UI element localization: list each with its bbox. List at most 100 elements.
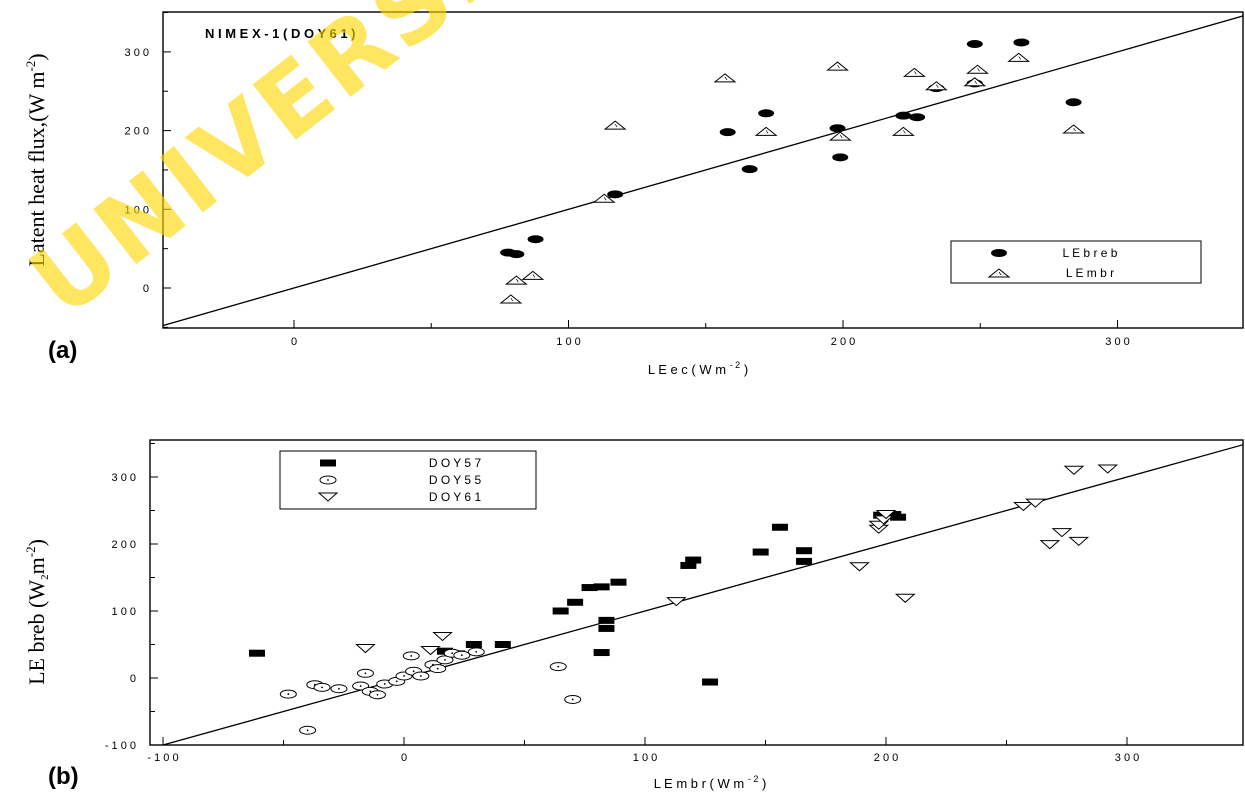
- panel-a-y-axis-label-group: Latent heat flux,(W m-2): [23, 53, 49, 266]
- panel-a-series-2-point: [963, 77, 987, 87]
- panel-b-x-tick-label: - 1 0 0: [147, 752, 178, 764]
- panel-b-chart: - 1 0 0 0 1 0 0 2 0 0 3 0 0 - 1 0 0 0 1 0 0 2 0 …: [23, 439, 1244, 791]
- panel-a-series-1-point: [607, 190, 624, 199]
- panel-a-series-1-point: [909, 113, 926, 122]
- panel-a-series-2-point: [966, 64, 989, 74]
- panel-a-legend-marker-1: [991, 249, 1007, 257]
- panel-a-series-1-point: [1013, 38, 1030, 47]
- panel-b-series-3-point: [875, 510, 897, 520]
- panel-a-x-tick-label: 3 0 0: [1105, 336, 1129, 348]
- panel-b-series-3-point: [849, 562, 870, 572]
- panel-b-legend-marker-2-center: [327, 479, 329, 481]
- panel-b-series-1-point: [610, 578, 627, 586]
- panel-a-series-2-point-tick: [977, 68, 980, 72]
- panel-b-series-1-point: [702, 678, 719, 686]
- panel-a-legend-marker-2: [987, 268, 1011, 278]
- panel-b-y-axis-label-close: ): [24, 539, 49, 546]
- panel-b-y-axis-label: LE breb (W2m-2): [23, 539, 51, 685]
- panel-b-y-tick-label: 3 0 0: [112, 472, 136, 484]
- panel-b-series-2-point-center: [338, 687, 340, 690]
- panel-a-series-1-point: [966, 40, 983, 49]
- panel-a-series-1-point: [895, 111, 912, 120]
- panel-b-x-axis-label-close: ): [758, 776, 766, 791]
- panel-b-series-1-point: [581, 584, 598, 592]
- panel-a-series-2-point: [754, 126, 778, 136]
- panel-b-series-2-point-center: [444, 659, 446, 661]
- panel-b-series-2-point-center: [412, 670, 415, 673]
- panel-a-y-tick-label: 2 0 0: [125, 126, 149, 138]
- panel-a-one-to-one-line: [163, 15, 1243, 327]
- panel-b-legend-label-2: D O Y 5 5: [429, 473, 482, 487]
- panel-b-series-1-point: [494, 641, 511, 648]
- panel-a-series-2-point-tick: [603, 197, 607, 201]
- panel-a-series-2-point-tick: [914, 71, 917, 75]
- panel-b-x-tick-label: 2 0 0: [874, 752, 898, 764]
- panel-b-series-1-point: [873, 511, 890, 519]
- panel-b-series-3-point: [1068, 536, 1090, 546]
- panel-a-legend-marker-2-tick: [998, 271, 1002, 276]
- panel-b-series-2-point-center: [369, 690, 372, 693]
- panel-b-x-tick-label: 3 0 0: [1115, 752, 1139, 764]
- panel-b-legend-marker-3: [317, 492, 339, 502]
- panel-b-series-1-point: [771, 523, 788, 531]
- panel-b-series-2-point-center: [359, 685, 362, 687]
- panel-a-series-2-point-tick: [1018, 56, 1021, 60]
- panel-b-series-2-point-center: [557, 665, 560, 668]
- panel-a-series-2-point: [592, 193, 616, 203]
- panel-b-series-3-point: [894, 593, 916, 603]
- panel-b-series-1-point: [680, 561, 697, 569]
- panel-b-legend-label-3: D O Y 6 1: [429, 490, 482, 504]
- panel-a-series-2-point-tick: [839, 134, 843, 139]
- panel-b-series-3-point: [1039, 540, 1061, 550]
- panel-b-y-axis-label-mid: m: [24, 557, 49, 574]
- panel-a-series-2-point-tick: [936, 84, 939, 88]
- panel-a-series-2-point: [713, 73, 737, 83]
- panel-b-series-3-point: [420, 646, 441, 656]
- panel-b-y-tick-label: 1 0 0: [112, 606, 136, 618]
- panel-a-series-1-point: [527, 235, 544, 244]
- panel-b-y-tick-label: 0: [130, 673, 136, 685]
- panel-a-label: (a): [48, 337, 77, 364]
- panel-b-series-1-point: [552, 607, 569, 615]
- panel-a-chart: 0 1 0 0 2 0 0 3 0 0 0 1 0 0 2 0 0 3 0 0 L E b r …: [23, 11, 1244, 377]
- panel-b-frame: [149, 439, 1244, 746]
- panel-b-series-1-point: [567, 598, 584, 606]
- panel-a-y-axis-label-text: Latent heat flux,(W m: [24, 72, 49, 267]
- panel-b-one-to-one-line: [162, 444, 1243, 745]
- panel-b-series-2-point-center: [306, 729, 309, 732]
- panel-b-y-axis-label-sup: -2: [23, 546, 38, 557]
- panel-b-series-2-point-center: [403, 675, 405, 677]
- panel-a-series-1-point: [508, 250, 525, 259]
- panel-b-series-2-point-center: [321, 686, 323, 689]
- panel-a-y-axis-label-sup: -2: [23, 61, 38, 72]
- panel-b-y-axis-label-text: LE breb (W: [24, 580, 49, 685]
- panel-a-legend-label-2: L E m b r: [1066, 266, 1114, 280]
- panel-a-series-2-point-tick: [532, 274, 536, 278]
- panel-a-series-1-point: [829, 124, 846, 133]
- panel-a-series-2-point: [826, 61, 849, 71]
- panel-a-series-2-point: [504, 275, 528, 285]
- panel-a-series-1-point: [832, 153, 849, 162]
- panel-b-series-2-point-center: [383, 683, 386, 685]
- panel-b-legend-label-1: D O Y 5 7: [429, 456, 482, 470]
- panel-a-y-tick-label: 0: [143, 283, 149, 295]
- panel-a-x-axis-label-sup: - 2: [730, 360, 741, 370]
- panel-a-series-2-point-tick: [765, 130, 769, 134]
- panel-a-series-2-point: [891, 126, 915, 136]
- panel-b-series-2-point-center: [460, 654, 463, 657]
- panel-a-series-2-point: [603, 120, 627, 130]
- panel-b-y-axis-label-group: LE breb (W2m-2): [23, 539, 51, 685]
- panel-b-series-3-point: [1051, 528, 1073, 538]
- panel-b-series-2-point-center: [364, 672, 367, 675]
- panel-a-series-1-point: [741, 165, 758, 174]
- panel-b-series-2-point-center: [395, 680, 398, 683]
- panel-a-series-1-point: [758, 109, 775, 118]
- panel-b-series-1-point: [593, 649, 610, 657]
- panel-b-series-2-point-center: [451, 652, 454, 655]
- panel-a-series-2-point: [902, 67, 926, 77]
- panel-b-series-2-point-center: [287, 693, 290, 695]
- panel-b-x-tick-label: 1 0 0: [633, 752, 657, 764]
- panel-b-series-2-point-center: [475, 650, 478, 653]
- panel-b-series-1-point: [465, 641, 482, 648]
